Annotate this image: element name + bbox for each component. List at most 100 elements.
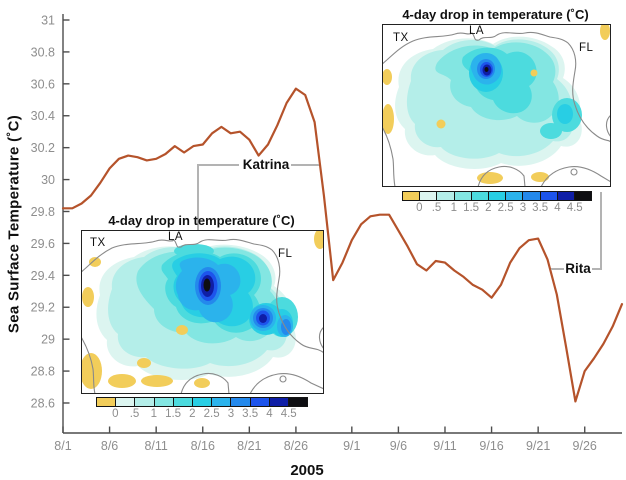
colorbar-tick-label: 0 — [416, 202, 423, 214]
colorbar-cell — [420, 192, 438, 200]
colorbar-cell — [231, 398, 251, 406]
y-tick-label: 30.2 — [31, 141, 55, 155]
sst-line — [61, 87, 624, 403]
rita-connector-right — [592, 268, 602, 270]
x-tick-label: 8/11 — [144, 439, 167, 453]
rita-map-canvas — [383, 25, 610, 186]
y-tick-label: 30.6 — [31, 77, 55, 91]
cuba-coastline — [540, 166, 610, 186]
x-tick-label: 9/26 — [573, 439, 597, 453]
colorbar-cell — [403, 192, 421, 200]
colorbar-tick-label: 1.5 — [165, 408, 182, 420]
colorbar-cell — [212, 398, 232, 406]
florida-east-coast — [318, 327, 323, 349]
colorbar-tick-label: 4.5 — [280, 408, 297, 420]
colorbar-tick-label: 3.5 — [242, 408, 259, 420]
katrina-connector-vertical — [197, 164, 199, 231]
colorbar-cell — [488, 192, 507, 200]
colorbar-tick-label: 2.5 — [203, 408, 220, 420]
yucatan-coastline — [477, 165, 526, 186]
colorbar-cell — [116, 398, 136, 406]
colorbar-cell — [288, 398, 308, 406]
cuba-coastline — [249, 373, 323, 393]
y-tick-label: 29.6 — [31, 237, 55, 251]
x-tick-label: 9/11 — [433, 439, 456, 453]
x-tick-label: 8/1 — [54, 439, 71, 453]
colorbar-tick-label: 3 — [519, 202, 527, 214]
colorbar-tick-label: 4 — [554, 202, 561, 214]
colorbar-cell — [540, 192, 558, 200]
yucatan-coastline — [180, 372, 230, 393]
texas-label: TX — [393, 32, 409, 44]
rita-label: Rita — [565, 261, 591, 276]
colorbar-cell — [574, 192, 592, 200]
louisiana-label: LA — [168, 231, 184, 243]
colorbar-tick-label: 0 — [112, 408, 119, 420]
colorbar-tick-label: 4.5 — [566, 202, 583, 214]
y-tick-label: 28.6 — [31, 396, 55, 410]
colorbar-cell — [454, 192, 472, 200]
colorbar-cell — [523, 192, 541, 200]
katrina-connector-right — [291, 164, 319, 166]
colorbar-tick-label: 4 — [266, 408, 273, 420]
y-tick-label: 31 — [41, 14, 55, 28]
x-tick-label: 9/6 — [390, 439, 407, 453]
louisiana-label: LA — [469, 25, 485, 37]
colorbar-tick-label: .5 — [431, 202, 442, 214]
colorbar-cell — [173, 398, 193, 406]
island-outline — [570, 168, 578, 176]
colorbar-tick-label: 3.5 — [532, 202, 549, 214]
y-tick-label: 29.2 — [31, 301, 55, 315]
rita-connector-vertical — [600, 192, 602, 270]
x-tick-label: 9/21 — [526, 439, 550, 453]
katrina-connector-left — [197, 164, 239, 166]
katrina-drop-map: TX LA FL — [81, 230, 324, 394]
colorbar-tick-label: .5 — [129, 408, 140, 420]
y-tick-label: 29 — [41, 333, 55, 347]
colorbar-tick-label: 2.5 — [497, 202, 514, 214]
colorbar-cell — [506, 192, 524, 200]
colorbar-tick-label: 1 — [450, 202, 458, 214]
katrina-colorbar: 0 .5 1 1.5 2 2.5 3 3.5 4 4.5 — [96, 397, 308, 421]
colorbar-cell — [97, 398, 117, 406]
mexico-coastline — [383, 127, 396, 186]
x-tick-label: 8/21 — [237, 439, 261, 453]
gulf-coastline — [383, 31, 610, 143]
colorbar-cell — [192, 398, 213, 406]
x-axis-title: 2005 — [290, 462, 324, 479]
rita-connector-left — [551, 268, 564, 270]
colorbar-tick-label: 2 — [485, 202, 492, 214]
colorbar-tick-label: 1 — [150, 408, 158, 420]
y-tick-label: 30 — [41, 173, 55, 187]
colorbar-cell — [471, 192, 489, 200]
katrina-map-canvas — [82, 231, 323, 393]
x-tick-label: 8/6 — [101, 439, 118, 453]
colorbar-tick-label: 1.5 — [463, 202, 480, 214]
mexico-coastline — [82, 337, 96, 393]
texas-label: TX — [90, 237, 106, 249]
florida-label: FL — [278, 248, 293, 260]
x-tick-label: 9/1 — [343, 439, 360, 453]
x-tick-label: 9/16 — [479, 439, 503, 453]
colorbar-cell — [269, 398, 289, 406]
katrina-inset-title: 4-day drop in temperature (˚C) — [108, 213, 295, 228]
x-tick-label: 8/16 — [191, 439, 215, 453]
y-tick-label: 29.8 — [31, 205, 55, 219]
colorbar-cell — [250, 398, 270, 406]
y-tick-label: 28.8 — [31, 365, 55, 379]
colorbar-tick-label: 3 — [227, 408, 235, 420]
katrina-colorbar-ticks: 0 .5 1 1.5 2 2.5 3 3.5 4 4.5 — [96, 408, 308, 421]
y-tick-label: 29.4 — [31, 269, 55, 283]
gulf-coastline — [82, 238, 323, 353]
y-axis-title: Sea Surface Temperature (˚C) — [5, 114, 23, 334]
rita-colorbar-ticks: 0 .5 1 1.5 2 2.5 3 3.5 4 4.5 — [402, 202, 592, 215]
x-tick-label: 8/26 — [284, 439, 308, 453]
y-tick-label: 30.8 — [31, 45, 55, 59]
katrina-label: Katrina — [242, 157, 290, 172]
florida-east-coast — [605, 115, 610, 137]
colorbar-tick-label: 2 — [189, 408, 196, 420]
island-outline — [279, 375, 287, 383]
rita-drop-map: TX LA FL — [382, 24, 611, 187]
